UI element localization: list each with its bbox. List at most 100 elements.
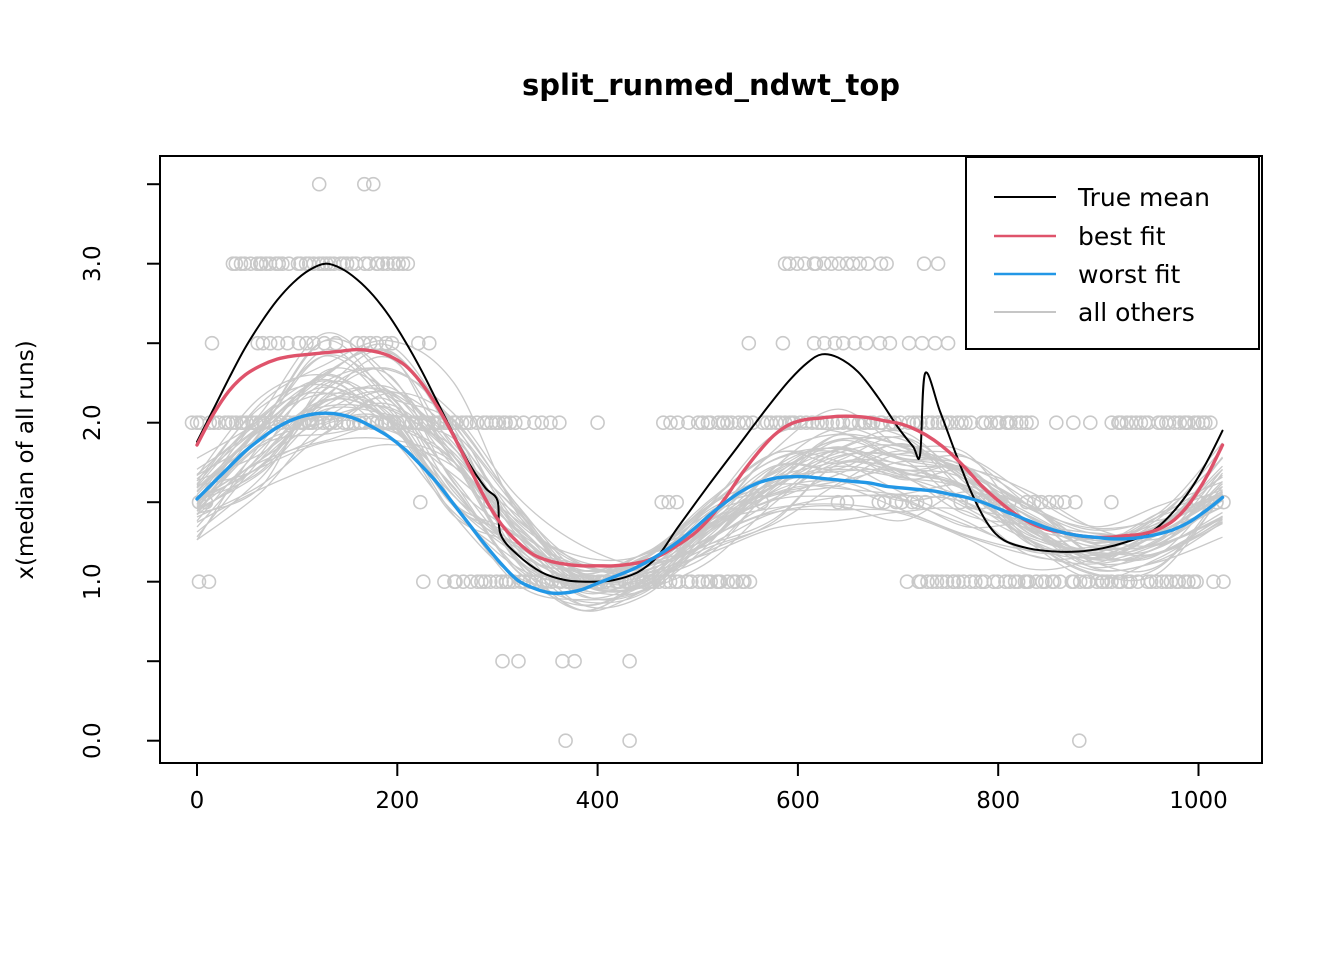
scatter-point: [939, 574, 955, 590]
scatter-point: [511, 653, 526, 669]
scatter-point: [1049, 494, 1065, 510]
scatter-point: [831, 256, 847, 272]
scatter-point: [198, 494, 214, 510]
scatter-point: [946, 574, 962, 590]
scatter-point: [291, 335, 307, 351]
gray-curve: [196, 405, 1223, 581]
scatter-point: [804, 415, 820, 431]
scatter-point: [1167, 415, 1182, 431]
scatter-point: [361, 256, 377, 272]
scatter-point: [920, 574, 935, 590]
scatter-point: [1038, 574, 1053, 590]
scatter-point: [901, 335, 917, 351]
scatter-point: [1161, 415, 1177, 431]
scatter-point: [248, 415, 264, 431]
scatter-point: [370, 256, 386, 272]
scatter-point: [1072, 574, 1088, 590]
scatter-point: [872, 335, 888, 351]
scatter-point: [992, 415, 1007, 431]
scatter-point: [328, 415, 344, 431]
series-layer: [195, 262, 1225, 596]
scatter-point: [430, 415, 445, 431]
legend: True mean best fit worst fit all others: [965, 156, 1260, 350]
scatter-point: [477, 574, 493, 590]
scatter-point: [670, 415, 685, 431]
gray-curve: [196, 380, 1223, 601]
scatter-point: [527, 415, 542, 431]
scatter-point: [1216, 574, 1231, 590]
scatter-point: [384, 335, 400, 351]
scatter-point: [1026, 494, 1042, 510]
scatter-point: [680, 574, 695, 590]
scatter-point: [1189, 574, 1204, 590]
scatter-point: [622, 733, 637, 749]
y-tick-label: 2.0: [80, 404, 106, 441]
scatter-point: [978, 415, 993, 431]
scatter-point: [963, 574, 978, 590]
scatter-point: [636, 574, 651, 590]
scatter-point: [827, 335, 843, 351]
scatter-point: [507, 415, 523, 431]
scatter-point: [909, 494, 925, 510]
scatter-point: [1083, 415, 1098, 431]
scatter-point: [306, 335, 321, 351]
scatter-point: [661, 494, 677, 510]
scatter-point: [823, 256, 839, 272]
scatter-point: [1154, 574, 1170, 590]
scatter-point: [662, 574, 678, 590]
scatter-point: [940, 335, 956, 351]
scatter-point: [1024, 415, 1039, 431]
scatter-point: [1104, 494, 1119, 510]
scatter-point: [876, 494, 892, 510]
scatter-point: [715, 415, 731, 431]
scatter-point: [956, 574, 971, 590]
scatter-point: [1008, 415, 1024, 431]
scatter-point: [873, 256, 889, 272]
scatter-point: [281, 256, 297, 272]
scatter-point: [742, 574, 758, 590]
scatter-point: [228, 415, 244, 431]
scatter-point: [263, 415, 279, 431]
scatter-point: [1066, 415, 1081, 431]
scatter-point: [224, 415, 240, 431]
scatter-point: [1163, 574, 1179, 590]
scatter-point: [1072, 733, 1087, 749]
scatter-point: [845, 256, 861, 272]
scatter-point: [316, 335, 332, 351]
scatter-point: [683, 574, 699, 590]
scatter-point: [1049, 415, 1064, 431]
worst-fit-line: [195, 411, 1225, 596]
scatter-point: [555, 653, 570, 669]
scatter-point: [806, 335, 822, 351]
scatter-point: [1010, 574, 1026, 590]
scatter-point: [243, 256, 259, 272]
scatter-point: [703, 574, 719, 590]
scatter-point: [814, 415, 830, 431]
scatter-point: [448, 574, 463, 590]
y-axis-title: x(median of all runs): [13, 340, 39, 579]
scatter-point: [852, 256, 868, 272]
scatter-point: [924, 574, 940, 590]
scatter-point: [319, 256, 334, 272]
scatter-point: [1042, 494, 1057, 510]
scatter-point: [381, 415, 396, 431]
scatter-point: [1209, 494, 1224, 510]
scatter-point: [491, 415, 507, 431]
x-tick-label: 200: [375, 788, 419, 814]
x-tick-label: 400: [576, 788, 620, 814]
scatter-point: [365, 176, 381, 192]
legend-label-best-fit: best fit: [1078, 222, 1166, 251]
scatter-point: [847, 335, 862, 351]
scatter-point: [879, 256, 894, 272]
scatter-point: [929, 574, 945, 590]
scatter-point: [380, 256, 395, 272]
scatter-point: [1066, 574, 1082, 590]
y-tick-label: 1.0: [80, 563, 106, 600]
scatter-point: [204, 335, 220, 351]
scatter-point: [275, 256, 290, 272]
scatter-point: [1140, 574, 1155, 590]
true-mean-line: [196, 262, 1224, 583]
scatter-point: [967, 574, 983, 590]
scatter-point: [1019, 494, 1034, 510]
